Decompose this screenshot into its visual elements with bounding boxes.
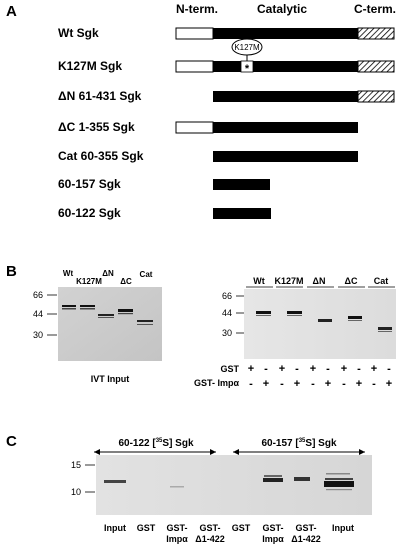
c-marker-10: 10 bbox=[71, 487, 81, 497]
lane-label: GST- bbox=[262, 523, 283, 533]
construct-label-dn: ΔN 61-431 Sgk bbox=[58, 89, 142, 103]
construct-label-k127m: K127M Sgk bbox=[58, 59, 122, 73]
gst-imp-sign: + bbox=[263, 378, 269, 390]
ivt-marker-30: 30 bbox=[33, 330, 43, 340]
gst-imp-sign: - bbox=[280, 378, 284, 390]
gst-imp-sign: + bbox=[325, 378, 331, 390]
construct-label-cat: Cat 60-355 Sgk bbox=[58, 149, 144, 163]
c-term-label: C-term. bbox=[354, 2, 396, 16]
right-header: 60-157 [35S] Sgk bbox=[261, 438, 336, 449]
panel-b-letter: B bbox=[6, 263, 17, 280]
catalytic-label: Catalytic bbox=[257, 2, 307, 16]
gst-sign: + bbox=[248, 363, 254, 375]
gst-sign: + bbox=[310, 363, 316, 375]
ivt-lane-k127m: K127M bbox=[76, 277, 102, 286]
gst-sign: - bbox=[264, 363, 268, 375]
lane-label: GST bbox=[137, 523, 156, 533]
construct-bar-dc bbox=[175, 121, 358, 134]
gst-imp-sign: - bbox=[249, 378, 253, 390]
pd-group-dc: ΔC bbox=[345, 276, 358, 286]
gst-imp-sign: - bbox=[372, 378, 376, 390]
mutation-star: * bbox=[245, 63, 250, 75]
gst-sign: - bbox=[357, 363, 361, 375]
construct-bar-wt bbox=[175, 27, 395, 40]
panel-a-letter: A bbox=[6, 3, 17, 20]
left-header: 60-122 [35S] Sgk bbox=[118, 438, 193, 449]
pd-row2-label: GST- Impα bbox=[194, 378, 240, 388]
construct-label-dc: ΔC 1-355 Sgk bbox=[58, 120, 135, 134]
pd-group-cat: Cat bbox=[374, 276, 389, 286]
construct-label-60-157: 60-157 Sgk bbox=[58, 177, 121, 191]
gst-imp-sign: + bbox=[356, 378, 362, 390]
construct-bar-dn bbox=[213, 90, 395, 103]
gst-sign: - bbox=[295, 363, 299, 375]
gst-sign: - bbox=[387, 363, 391, 375]
gst-sign: + bbox=[371, 363, 377, 375]
lane-label: GST- bbox=[295, 523, 316, 533]
pd-marker-30: 30 bbox=[222, 328, 232, 338]
lane-label-line2: Impα bbox=[166, 534, 188, 544]
ivt-marker-44: 44 bbox=[33, 309, 43, 319]
pd-marker-66: 66 bbox=[222, 291, 232, 301]
arrow-right bbox=[233, 449, 365, 455]
construct-label-wt: Wt Sgk bbox=[58, 26, 99, 40]
arrow-left bbox=[94, 449, 216, 455]
construct-label-60-122: 60-122 Sgk bbox=[58, 206, 121, 220]
pulldown-group-headers: Wt K127M ΔN ΔC Cat bbox=[246, 276, 395, 288]
lane-label: GST- bbox=[199, 523, 220, 533]
ivt-caption: IVT Input bbox=[91, 374, 130, 384]
panel-c-letter: C bbox=[6, 433, 17, 450]
lane-label-line2: Δ1-422 bbox=[195, 534, 225, 544]
pulldown-gel bbox=[244, 289, 396, 359]
ivt-lane-wt: Wt bbox=[63, 269, 74, 278]
panel-c-gel bbox=[96, 455, 372, 515]
pd-row1-label: GST bbox=[220, 364, 239, 374]
gst-imp-sign: + bbox=[294, 378, 300, 390]
gst-imp-sign: + bbox=[386, 378, 392, 390]
mutation-callout-label: K127M bbox=[234, 43, 260, 52]
n-term-label: N-term. bbox=[176, 2, 218, 16]
construct-bar-60-122 bbox=[213, 208, 271, 219]
construct-bar-cat bbox=[213, 151, 358, 162]
ivt-lane-dn: ΔN bbox=[102, 269, 114, 278]
lane-label: Input bbox=[332, 523, 354, 533]
lane-label: GST- bbox=[166, 523, 187, 533]
gst-sign: + bbox=[279, 363, 285, 375]
gst-imp-sign: - bbox=[311, 378, 315, 390]
lane-label-line2: Impα bbox=[262, 534, 284, 544]
lane-label: GST bbox=[232, 523, 251, 533]
construct-bar-60-157 bbox=[213, 179, 270, 190]
ivt-marker-66: 66 bbox=[33, 290, 43, 300]
ivt-lane-cat: Cat bbox=[140, 270, 153, 279]
lane-label-line2: Δ1-422 bbox=[291, 534, 321, 544]
pd-group-wt: Wt bbox=[253, 276, 265, 286]
ivt-lane-dc: ΔC bbox=[120, 277, 132, 286]
pd-group-k127m: K127M bbox=[274, 276, 303, 286]
gst-imp-sign: - bbox=[342, 378, 346, 390]
pd-group-dn: ΔN bbox=[313, 276, 326, 286]
c-marker-15: 15 bbox=[71, 460, 81, 470]
ivt-gel bbox=[58, 287, 162, 361]
lane-label: Input bbox=[104, 523, 126, 533]
pulldown-sign-grid: + - + - + - + - + -- + - + - + - + - + bbox=[248, 363, 392, 390]
gst-sign: - bbox=[326, 363, 330, 375]
gst-sign: + bbox=[341, 363, 347, 375]
pd-marker-44: 44 bbox=[222, 308, 232, 318]
construct-bar-k127m bbox=[175, 60, 395, 73]
